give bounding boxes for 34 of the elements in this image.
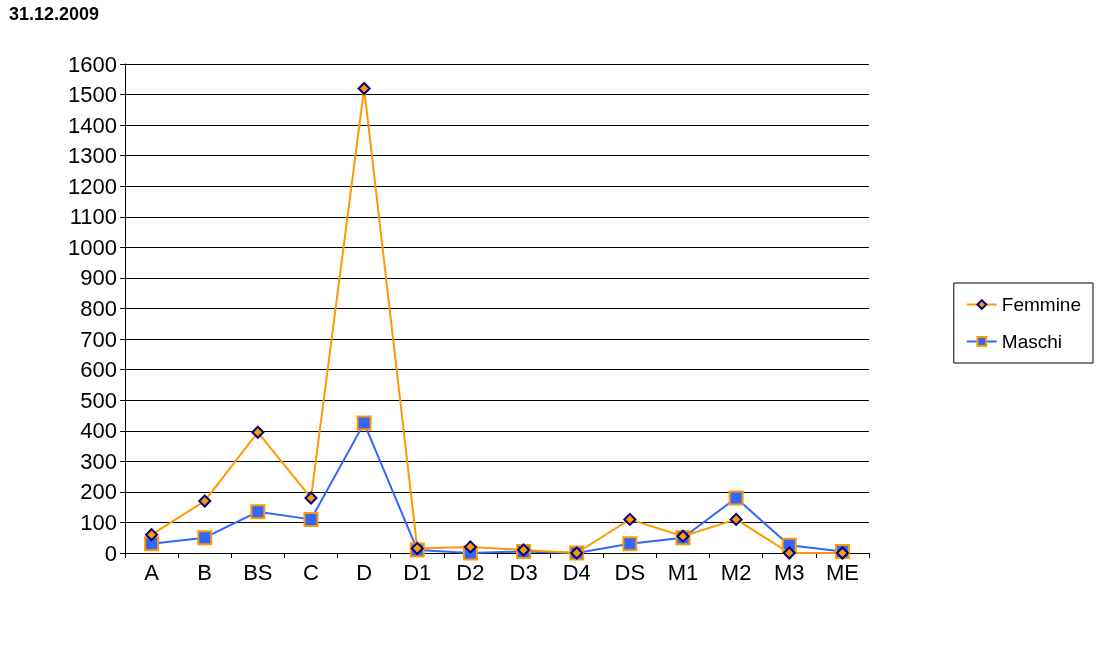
y-tick-label: 900 (80, 265, 117, 291)
chart-title: 31.12.2009 (9, 4, 100, 24)
x-tick-label: D1 (403, 559, 432, 585)
y-tick-label: 100 (80, 509, 117, 535)
legend-label: Femmine (1001, 294, 1082, 315)
y-tick-label: 400 (80, 418, 117, 444)
x-tick-label: DS (614, 559, 646, 585)
y-tick-label: 200 (80, 479, 117, 505)
x-tick-label: C (303, 559, 320, 585)
x-tick-label: D3 (509, 559, 538, 585)
y-tick-label: 700 (80, 326, 117, 352)
y-tick-label: 1400 (68, 112, 117, 138)
y-tick-label: 1500 (68, 82, 117, 108)
x-tick-label: M2 (720, 559, 752, 585)
legend-label: Maschi (1001, 331, 1063, 352)
y-tick-label: 1300 (68, 143, 117, 169)
y-tick-label: 0 (104, 540, 117, 566)
x-tick-label: BS (243, 559, 273, 585)
x-tick-label: B (197, 559, 213, 585)
x-tick-label: D4 (562, 559, 591, 585)
x-tick-label: M1 (667, 559, 699, 585)
y-tick-label: 800 (80, 296, 117, 321)
x-tick-label: A (144, 559, 160, 585)
x-tick-label: ME (825, 559, 859, 585)
y-tick-label: 1100 (69, 204, 117, 230)
y-tick-label: 500 (80, 387, 117, 413)
x-tick-label: M3 (774, 559, 805, 585)
y-tick-label: 600 (80, 357, 117, 383)
y-tick-label: 1600 (68, 51, 117, 77)
y-tick-label: 300 (80, 448, 117, 474)
y-tick-label: 1200 (68, 173, 117, 199)
y-tick-label: 1000 (68, 234, 117, 260)
x-tick-label: D (356, 559, 373, 585)
x-tick-label: D2 (456, 559, 485, 585)
